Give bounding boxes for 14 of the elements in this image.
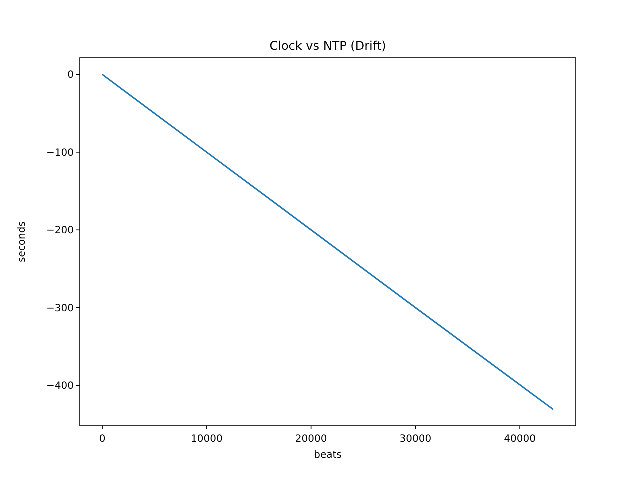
y-tick-label: −400	[46, 381, 74, 392]
x-axis-title: beats	[314, 450, 342, 461]
line-series	[102, 74, 554, 410]
chart-title: Clock vs NTP (Drift)	[270, 39, 386, 53]
y-tick-label: −100	[46, 148, 74, 159]
x-tick-label: 40000	[504, 434, 536, 445]
x-tick-label: 20000	[295, 434, 328, 445]
y-axis-title: seconds	[17, 222, 28, 262]
x-tick-label: 0	[99, 434, 106, 445]
y-tick-label: −200	[46, 226, 74, 237]
x-tick-label: 30000	[400, 434, 432, 445]
x-tick-label: 10000	[191, 434, 223, 445]
y-tick-label: −300	[46, 303, 74, 314]
y-tick-label: 0	[68, 70, 74, 82]
